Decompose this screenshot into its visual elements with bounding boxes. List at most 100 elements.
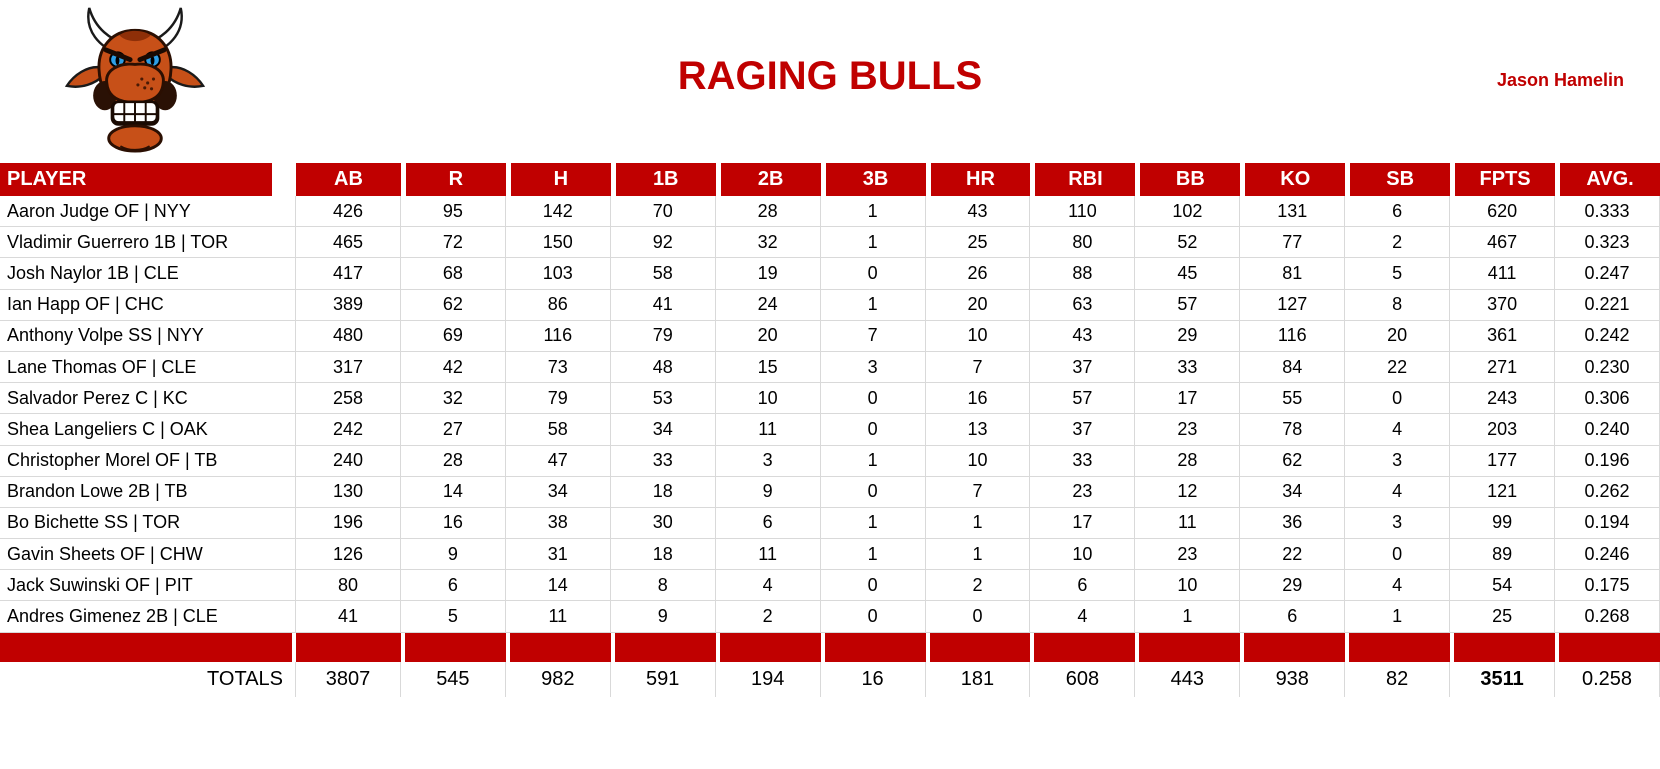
stat-cell-rbi: 88: [1030, 258, 1136, 289]
stat-cell-1b: 8: [610, 570, 716, 601]
stat-cell-sb: 22: [1345, 351, 1451, 383]
player-name-cell: Ian Happ OF | CHC: [0, 289, 296, 320]
stat-cell-3b: 0: [820, 601, 926, 632]
stat-cell-1b: 48: [610, 351, 716, 383]
player-row: Gavin Sheets OF | CHW 126 9 31 18 11 1 1 10 23 22 0…: [0, 539, 1660, 571]
stat-cell-ab: 258: [296, 383, 401, 414]
stat-cell-ko: 62: [1240, 445, 1346, 476]
total-ko: 938: [1240, 661, 1346, 697]
player-name-cell: Salvador Perez C | KC: [0, 383, 296, 414]
stat-cell-3b: 0: [820, 476, 926, 507]
stat-cell-h: 11: [505, 601, 611, 632]
total-sb: 82: [1345, 661, 1451, 697]
stat-cell-bb: 1: [1135, 601, 1241, 632]
stat-cell-1b: 70: [610, 196, 716, 227]
stat-cell-r: 6: [400, 570, 506, 601]
stat-cell-ab: 480: [296, 320, 401, 351]
stat-cell-3b: 3: [820, 351, 926, 383]
stat-cell-rbi: 37: [1030, 351, 1136, 383]
separator-cell-ab: [296, 632, 401, 662]
stat-cell-rbi: 6: [1030, 570, 1136, 601]
stat-cell-ab: 196: [296, 507, 401, 539]
stat-cell-h: 86: [505, 289, 611, 320]
team-title: RAGING BULLS: [677, 54, 983, 98]
player-name-cell: Vladimir Guerrero 1B | TOR: [0, 227, 296, 258]
stat-cell-3b: 0: [820, 383, 926, 414]
stat-cell-h: 31: [505, 539, 611, 570]
stat-cell-3b: 0: [820, 414, 926, 445]
stat-cell-h: 142: [505, 196, 611, 227]
stat-cell-r: 28: [400, 445, 506, 476]
stat-cell-2b: 11: [715, 539, 821, 570]
stat-cell-h: 14: [505, 570, 611, 601]
stat-cell-2b: 24: [715, 289, 821, 320]
stat-cell-fpts: 620: [1450, 196, 1556, 227]
stat-cell-avg: 0.221: [1555, 289, 1660, 320]
column-header-avg: AVG.: [1555, 163, 1660, 196]
stat-cell-ab: 80: [296, 570, 401, 601]
stat-cell-3b: 1: [820, 227, 926, 258]
stat-cell-1b: 33: [610, 445, 716, 476]
stat-cell-r: 5: [400, 601, 506, 632]
stat-cell-ko: 29: [1240, 570, 1346, 601]
stat-cell-sb: 4: [1345, 570, 1451, 601]
stat-cell-bb: 45: [1135, 258, 1241, 289]
separator-cell-h: [505, 632, 611, 662]
stat-cell-h: 73: [505, 351, 611, 383]
player-name-cell: Brandon Lowe 2B | TB: [0, 476, 296, 507]
column-header-hr: HR: [925, 163, 1031, 196]
stat-cell-fpts: 467: [1450, 227, 1556, 258]
stat-cell-3b: 1: [820, 507, 926, 539]
stat-cell-ab: 41: [296, 601, 401, 632]
stat-cell-3b: 1: [820, 445, 926, 476]
column-header-2b: 2B: [715, 163, 821, 196]
stat-cell-sb: 20: [1345, 320, 1451, 351]
stat-cell-hr: 43: [925, 196, 1031, 227]
stat-cell-1b: 34: [610, 414, 716, 445]
column-header-rbi: RBI: [1030, 163, 1136, 196]
total-h: 982: [505, 661, 611, 697]
stat-cell-hr: 20: [925, 289, 1031, 320]
stat-cell-ko: 36: [1240, 507, 1346, 539]
stat-cell-r: 42: [400, 351, 506, 383]
stat-cell-ab: 465: [296, 227, 401, 258]
stat-cell-avg: 0.240: [1555, 414, 1660, 445]
stat-cell-bb: 29: [1135, 320, 1241, 351]
stat-cell-hr: 1: [925, 507, 1031, 539]
stat-cell-3b: 1: [820, 289, 926, 320]
stat-cell-rbi: 110: [1030, 196, 1136, 227]
stat-cell-fpts: 271: [1450, 351, 1556, 383]
stat-cell-fpts: 54: [1450, 570, 1556, 601]
stat-cell-1b: 92: [610, 227, 716, 258]
stat-cell-sb: 5: [1345, 258, 1451, 289]
player-row: Ian Happ OF | CHC 389 62 86 41 24 1 20 63 57 127 8 3…: [0, 289, 1660, 321]
stat-cell-sb: 4: [1345, 414, 1451, 445]
stat-cell-fpts: 121: [1450, 476, 1556, 507]
stat-cell-hr: 16: [925, 383, 1031, 414]
separator-cell-fpts: [1450, 632, 1556, 662]
stat-cell-h: 103: [505, 258, 611, 289]
stat-cell-rbi: 57: [1030, 383, 1136, 414]
total-rbi: 608: [1030, 661, 1136, 697]
stat-cell-fpts: 177: [1450, 445, 1556, 476]
stat-cell-sb: 0: [1345, 539, 1451, 570]
stat-cell-r: 14: [400, 476, 506, 507]
stat-cell-2b: 11: [715, 414, 821, 445]
column-header-bb: BB: [1135, 163, 1241, 196]
stat-cell-rbi: 4: [1030, 601, 1136, 632]
stat-cell-2b: 15: [715, 351, 821, 383]
stat-cell-ko: 116: [1240, 320, 1346, 351]
stat-cell-fpts: 89: [1450, 539, 1556, 570]
stat-cell-hr: 7: [925, 351, 1031, 383]
stat-cell-3b: 7: [820, 320, 926, 351]
player-row: Anthony Volpe SS | NYY 480 69 116 79 20 7 10 43 2…: [0, 320, 1660, 352]
stat-cell-r: 32: [400, 383, 506, 414]
stat-cell-ko: 81: [1240, 258, 1346, 289]
stat-cell-sb: 3: [1345, 507, 1451, 539]
stat-cell-hr: 25: [925, 227, 1031, 258]
stat-cell-2b: 2: [715, 601, 821, 632]
total-fpts: 3511: [1450, 661, 1556, 697]
stat-cell-bb: 52: [1135, 227, 1241, 258]
stat-cell-avg: 0.323: [1555, 227, 1660, 258]
